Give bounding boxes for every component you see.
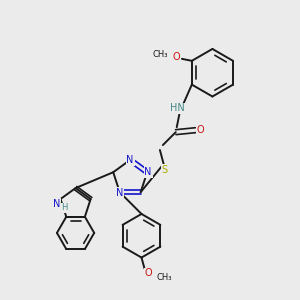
Text: HN: HN xyxy=(170,103,185,113)
Text: S: S xyxy=(162,165,168,175)
Text: O: O xyxy=(197,125,204,135)
Text: N: N xyxy=(127,155,134,165)
Text: N: N xyxy=(144,167,152,177)
Text: O: O xyxy=(145,268,152,278)
Text: N: N xyxy=(53,199,60,209)
Text: N: N xyxy=(116,188,123,198)
Text: CH₃: CH₃ xyxy=(157,273,172,282)
Text: CH₃: CH₃ xyxy=(152,50,168,59)
Text: H: H xyxy=(61,203,68,212)
Text: O: O xyxy=(172,52,180,62)
